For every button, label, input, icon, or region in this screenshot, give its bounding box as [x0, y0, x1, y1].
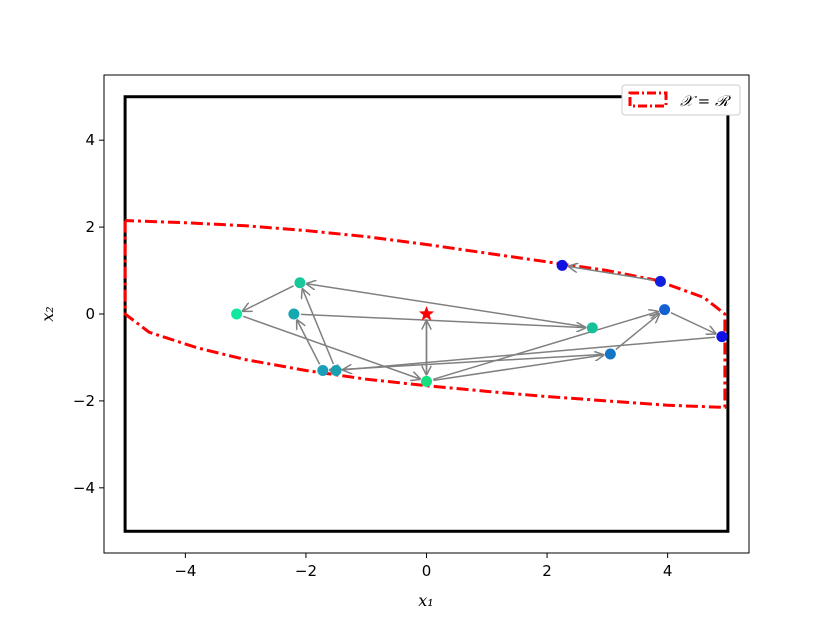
trajectory-arrow — [330, 353, 604, 370]
y-tick-label: 0 — [85, 305, 95, 323]
trajectory-arrow — [615, 314, 659, 351]
data-point — [421, 375, 432, 387]
x-tick-label: −4 — [174, 562, 196, 580]
data-point — [294, 277, 306, 289]
trajectory-arrow — [433, 355, 603, 382]
trajectory-arrow — [670, 311, 716, 334]
y-tick-label: 2 — [85, 218, 95, 236]
trajectory-arrow — [569, 266, 654, 282]
y-tick-label: −4 — [73, 479, 95, 497]
trajectory-arrow — [432, 312, 658, 381]
x-tick-label: 4 — [663, 562, 673, 580]
legend: 𝒳 = ℛ — [621, 84, 741, 116]
trajectory-arrow — [242, 315, 420, 379]
data-point — [654, 275, 666, 287]
y-tick-label: 4 — [85, 131, 95, 149]
trajectory-arrow — [243, 285, 294, 311]
data-point — [556, 259, 568, 271]
x-tick-label: −2 — [295, 562, 317, 580]
trajectory-arrow — [343, 336, 715, 370]
x-tick-label: 0 — [422, 562, 432, 580]
legend-swatch — [628, 91, 668, 108]
x-tick-label: 2 — [542, 562, 552, 580]
trajectory-arrow — [300, 313, 585, 327]
data-point — [317, 364, 329, 376]
data-point — [659, 304, 671, 316]
region-boundary — [123, 219, 727, 409]
center-star-marker — [418, 306, 435, 321]
trajectory-arrow — [307, 284, 586, 328]
trajectory-arrow — [303, 289, 335, 365]
data-point — [288, 308, 300, 320]
region-layer — [123, 219, 727, 409]
data-point — [716, 331, 728, 343]
x-axis-label: x₁ — [418, 591, 433, 610]
arrow-layer — [243, 266, 716, 380]
legend-label: 𝒳 = ℛ — [680, 92, 732, 110]
y-axis-label: x₂ — [38, 306, 57, 321]
data-point — [604, 348, 616, 360]
trajectory-arrow — [297, 320, 321, 365]
y-tick-label: −2 — [73, 392, 95, 410]
tick-layer: −4 −2 0 2 4 −4 −2 0 2 4 — [73, 131, 673, 580]
point-layer — [231, 259, 728, 387]
data-point — [330, 364, 342, 376]
data-point — [586, 322, 598, 334]
data-point — [231, 308, 243, 320]
